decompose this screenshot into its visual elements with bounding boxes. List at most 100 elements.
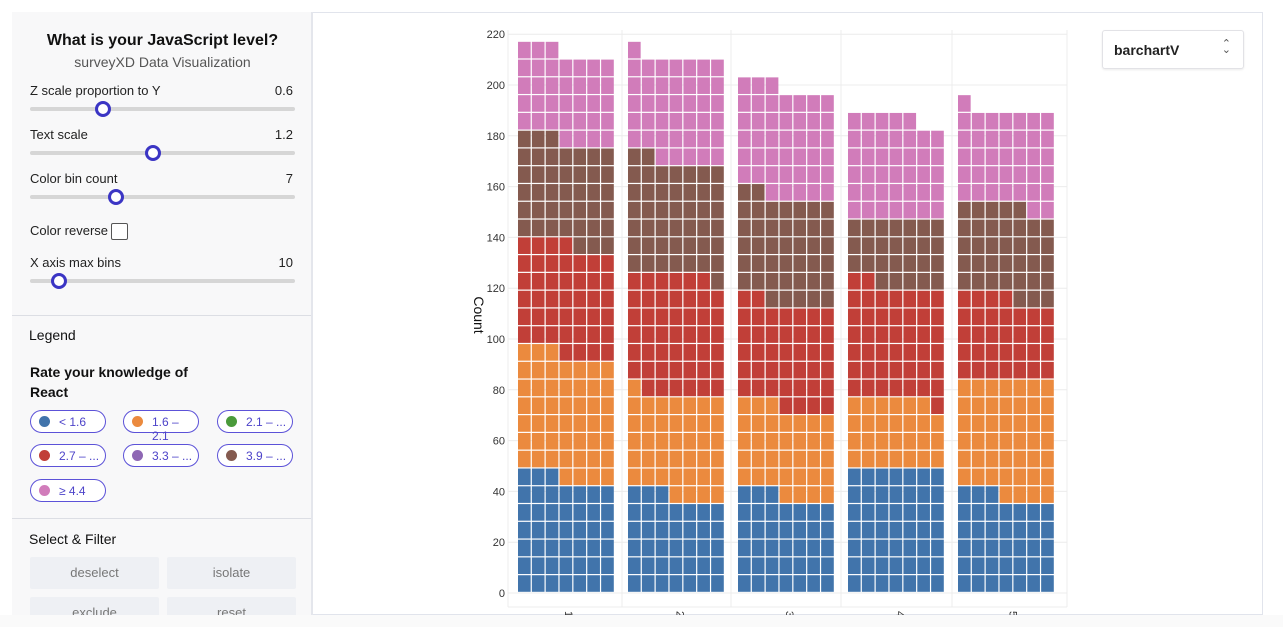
waffle-square [711,397,724,414]
waffle-square [601,326,614,343]
waffle-square [655,148,669,166]
waffle-square [807,237,820,254]
waffle-square [971,432,985,450]
waffle-square [861,468,875,486]
waffle-square [861,415,875,432]
legend-item[interactable]: 3.3 – ... [123,444,199,467]
z-scale-slider[interactable] [30,101,295,117]
waffle-square [861,521,875,539]
deselect-button[interactable]: deselect [30,557,159,589]
waffle-square [738,219,751,237]
waffle-square [628,148,641,166]
waffle-square [1041,415,1054,432]
isolate-button[interactable]: isolate [167,557,296,589]
waffle-square [861,148,875,166]
slider-handle[interactable] [94,101,111,117]
waffle-square [738,361,751,379]
waffle-square [1013,575,1027,592]
y-tick-label: 100 [487,334,505,346]
waffle-square [985,397,999,414]
waffle-square [1027,326,1040,343]
legend-item[interactable]: 3.9 – ... [217,444,293,467]
waffle-square [821,415,834,432]
waffle-square [875,237,889,254]
waffle-square [601,468,614,486]
waffle-square [711,468,724,486]
waffle-square [738,504,751,521]
waffle-square [903,237,917,254]
color-reverse-checkbox[interactable] [111,223,128,240]
waffle-square [518,112,531,130]
waffle-square [669,397,683,414]
slider-handle[interactable] [108,189,125,205]
waffle-square [917,326,930,343]
waffle-square [931,237,944,254]
waffle-square [848,219,861,237]
legend-item[interactable]: 2.1 – ... [217,410,293,433]
view-select[interactable]: barchartV ⌃ ⌄ [1102,30,1244,69]
waffle-square [985,450,999,468]
legend-item-label: 1.6 – 2.1 [152,415,179,443]
legend-item[interactable]: 2.7 – ... [30,444,106,467]
waffle-square [531,255,545,272]
text-scale-slider[interactable] [30,145,295,161]
slider-handle[interactable] [51,273,68,289]
waffle-square [628,539,641,557]
waffle-square [641,415,655,432]
waffle-square [518,397,531,414]
waffle-square [655,255,669,272]
waffle-square [821,361,834,379]
waffle-square [779,521,793,539]
waffle-square [861,539,875,557]
waffle-square [903,344,917,361]
legend-item-label: < 1.6 [59,415,87,429]
waffle-square [531,521,545,539]
waffle-square [861,219,875,237]
color-bin-count-slider[interactable] [30,189,295,205]
waffle-square [821,521,834,539]
y-axis-label: Count [471,296,487,333]
waffle-square [821,308,834,326]
waffle-square [1041,255,1054,272]
legend-item[interactable]: ≥ 4.4 [30,479,106,502]
waffle-square [848,166,861,183]
legend-item[interactable]: 1.6 – 2.1 [123,410,199,443]
x-axis-max-bins-slider[interactable] [30,273,295,289]
waffle-square [1013,201,1027,219]
waffle-square [601,575,614,592]
waffle-square [807,415,820,432]
waffle-square [628,486,641,503]
waffle-square [807,575,820,592]
waffle-square [999,148,1013,166]
waffle-square [573,486,587,503]
waffle-square [793,486,807,503]
waffle-square [683,166,697,183]
waffle-square [601,539,614,557]
waffle-square [669,148,683,166]
waffle-square [807,486,820,503]
waffle-square [545,326,559,343]
waffle-square [889,379,903,397]
waffle-square [683,95,697,112]
waffle-square [1027,432,1040,450]
waffle-square [545,504,559,521]
waffle-square [683,575,697,592]
divider [12,315,311,316]
slider-handle[interactable] [144,145,161,161]
legend-item[interactable]: < 1.6 [30,410,106,433]
waffle-square [931,219,944,237]
waffle-square [889,272,903,290]
waffle-square [573,201,587,219]
waffle-square [931,557,944,575]
reset-button[interactable]: reset [167,597,296,615]
exclude-button[interactable]: exclude [30,597,159,615]
waffle-square [601,415,614,432]
waffle-square [531,557,545,575]
waffle-square [985,468,999,486]
waffle-square [559,361,573,379]
waffle-square [1041,272,1054,290]
waffle-square [518,575,531,592]
waffle-square [641,344,655,361]
waffle-square [545,201,559,219]
waffle-square [573,361,587,379]
